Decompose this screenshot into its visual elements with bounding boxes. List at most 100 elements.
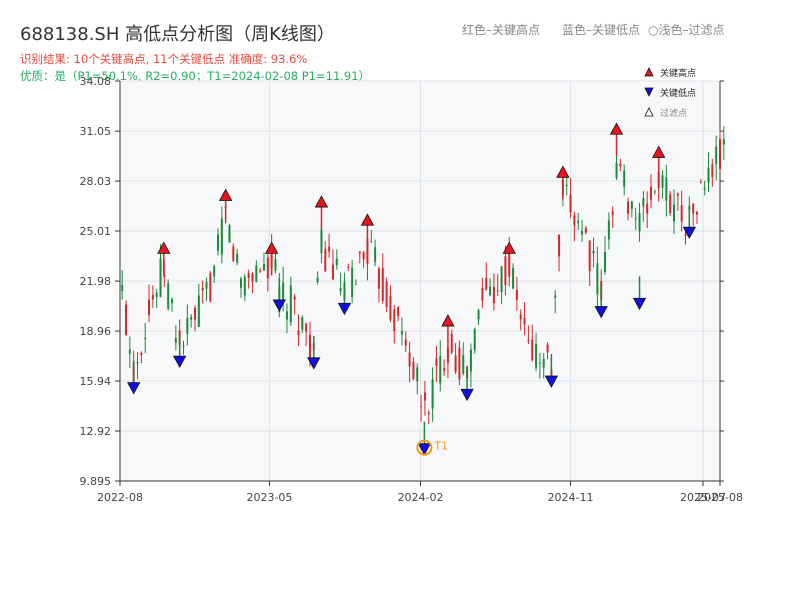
candle-body bbox=[692, 203, 695, 214]
key-high-marker bbox=[556, 165, 570, 178]
candle-body bbox=[427, 412, 430, 415]
candle-body bbox=[408, 352, 411, 367]
key-low-marker bbox=[544, 375, 559, 388]
candle-body bbox=[581, 231, 584, 235]
candle-body bbox=[676, 193, 679, 196]
candle-body bbox=[450, 333, 453, 353]
candle-body bbox=[535, 343, 538, 368]
candle-body bbox=[669, 194, 672, 214]
candle-body bbox=[588, 240, 591, 272]
candle-body bbox=[711, 164, 714, 178]
candle-body bbox=[282, 282, 285, 303]
candle-body bbox=[584, 227, 587, 233]
candle-body bbox=[454, 355, 457, 372]
legend-marker bbox=[644, 87, 654, 97]
y-tick-label: 25.01 bbox=[80, 225, 112, 238]
candle-body bbox=[558, 234, 561, 257]
candle-body bbox=[673, 204, 676, 222]
candle-body bbox=[232, 246, 235, 261]
key-low-marker bbox=[417, 443, 432, 456]
candle-body bbox=[665, 177, 668, 201]
key-high-marker bbox=[609, 122, 624, 135]
candle-body bbox=[385, 281, 388, 308]
candle-body bbox=[646, 203, 649, 214]
candle-body bbox=[213, 266, 216, 277]
candle-body bbox=[515, 289, 518, 300]
candle-body bbox=[604, 252, 607, 273]
key-high-marker bbox=[441, 314, 455, 327]
x-tick-label: 2023-05 bbox=[246, 491, 292, 504]
candle-body bbox=[703, 188, 706, 190]
candle-body bbox=[136, 361, 139, 364]
x-tick-label: 2025-07 bbox=[680, 491, 726, 504]
candle-body bbox=[351, 267, 354, 297]
candle-body bbox=[167, 283, 170, 309]
candle-body bbox=[163, 274, 166, 277]
candle-body bbox=[554, 295, 557, 298]
candle-body bbox=[262, 264, 265, 271]
candle-body bbox=[435, 358, 438, 366]
candle-body bbox=[431, 379, 434, 409]
candle-body bbox=[377, 268, 380, 289]
y-tick-label: 21.98 bbox=[80, 275, 112, 288]
candle-body bbox=[285, 311, 288, 320]
candle-body bbox=[140, 352, 143, 356]
candle-body bbox=[236, 253, 239, 263]
legend-marker bbox=[644, 67, 654, 77]
y-tick-label: 15.94 bbox=[80, 375, 112, 388]
key-high-marker bbox=[502, 241, 516, 254]
candle-body bbox=[707, 167, 710, 183]
candle-body bbox=[205, 282, 208, 289]
candle-body bbox=[293, 296, 296, 300]
candle-body bbox=[634, 218, 637, 220]
x-tick-label: 2024-11 bbox=[548, 491, 594, 504]
candle-body bbox=[623, 170, 626, 187]
legend-filtered-text: ○浅色–过滤点 bbox=[648, 23, 725, 37]
candle-body bbox=[412, 361, 415, 380]
candle-body bbox=[243, 276, 246, 296]
key-low-marker bbox=[460, 388, 474, 402]
candle-body bbox=[320, 229, 323, 254]
y-tick-label: 34.08 bbox=[80, 75, 112, 88]
candle-body bbox=[657, 171, 660, 189]
candle-body bbox=[684, 234, 687, 236]
candle-body bbox=[542, 358, 545, 368]
candle-body bbox=[592, 250, 595, 254]
candle-body bbox=[324, 248, 327, 272]
candle-body bbox=[301, 317, 304, 330]
key-high-marker bbox=[264, 241, 279, 254]
candle-body bbox=[389, 295, 392, 320]
candle-body bbox=[577, 220, 580, 224]
candle-body bbox=[642, 198, 645, 207]
candle-body bbox=[404, 339, 407, 346]
key-low-marker bbox=[632, 297, 647, 311]
y-tick-label: 9.895 bbox=[80, 475, 112, 488]
key-low-marker bbox=[272, 299, 286, 312]
candle-body bbox=[650, 186, 653, 201]
key-low-marker bbox=[337, 302, 352, 316]
t1-label: T1 bbox=[433, 440, 448, 453]
candle-body bbox=[144, 337, 147, 339]
candle-body bbox=[439, 356, 442, 384]
y-tick-label: 31.05 bbox=[80, 125, 112, 138]
candle-body bbox=[370, 241, 373, 243]
candle-body bbox=[374, 247, 377, 262]
candle-body bbox=[546, 344, 549, 353]
candle-body bbox=[531, 339, 534, 360]
candle-body bbox=[347, 267, 350, 269]
candle-body bbox=[335, 258, 338, 266]
candle-body bbox=[121, 284, 124, 291]
candle-body bbox=[354, 283, 357, 285]
candle-body bbox=[259, 270, 262, 272]
candle-body bbox=[519, 314, 522, 320]
candle-body bbox=[638, 213, 641, 232]
t1-highlight-ring bbox=[416, 439, 433, 456]
candle-body bbox=[627, 201, 630, 214]
candle-body bbox=[228, 225, 231, 243]
legend-label: 关键高点 bbox=[660, 67, 696, 79]
candle-body bbox=[423, 392, 426, 401]
candle-body bbox=[446, 348, 449, 364]
candle-body bbox=[339, 288, 342, 292]
candle-body bbox=[381, 268, 384, 301]
